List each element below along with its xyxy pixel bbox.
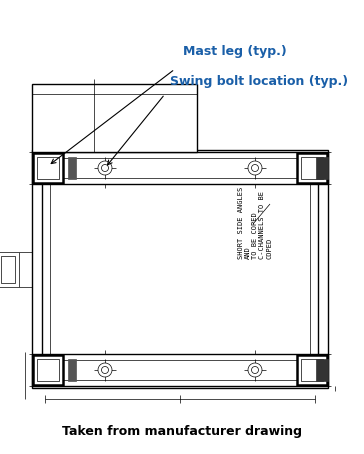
Bar <box>297 355 327 385</box>
Bar <box>33 355 63 385</box>
Bar <box>0 252 19 286</box>
Bar <box>32 84 197 152</box>
Bar <box>301 359 323 381</box>
Circle shape <box>248 161 262 175</box>
Circle shape <box>248 363 262 377</box>
Bar <box>32 152 328 184</box>
Bar <box>1 256 15 282</box>
Bar <box>32 354 328 386</box>
Circle shape <box>102 366 108 374</box>
Circle shape <box>252 164 258 172</box>
Circle shape <box>102 164 108 172</box>
Bar <box>68 157 76 179</box>
Text: Swing bolt location (typ.): Swing bolt location (typ.) <box>170 75 348 89</box>
Bar <box>37 157 59 179</box>
Circle shape <box>98 363 112 377</box>
Circle shape <box>98 161 112 175</box>
Bar <box>316 359 328 381</box>
Bar <box>297 153 327 183</box>
Bar <box>301 157 323 179</box>
Text: Mast leg (typ.): Mast leg (typ.) <box>183 45 287 59</box>
Bar <box>32 150 328 388</box>
Bar <box>42 184 318 354</box>
Bar <box>33 153 63 183</box>
Bar <box>316 157 328 179</box>
Bar <box>68 359 76 381</box>
Circle shape <box>252 366 258 374</box>
Bar <box>37 359 59 381</box>
Text: SHORT SIDE ANGLES
AND
TO BE COPED
C-CHANNELS TO BE
COPED: SHORT SIDE ANGLES AND TO BE COPED C-CHAN… <box>238 187 272 259</box>
Text: Taken from manufacturer drawing: Taken from manufacturer drawing <box>62 425 302 439</box>
